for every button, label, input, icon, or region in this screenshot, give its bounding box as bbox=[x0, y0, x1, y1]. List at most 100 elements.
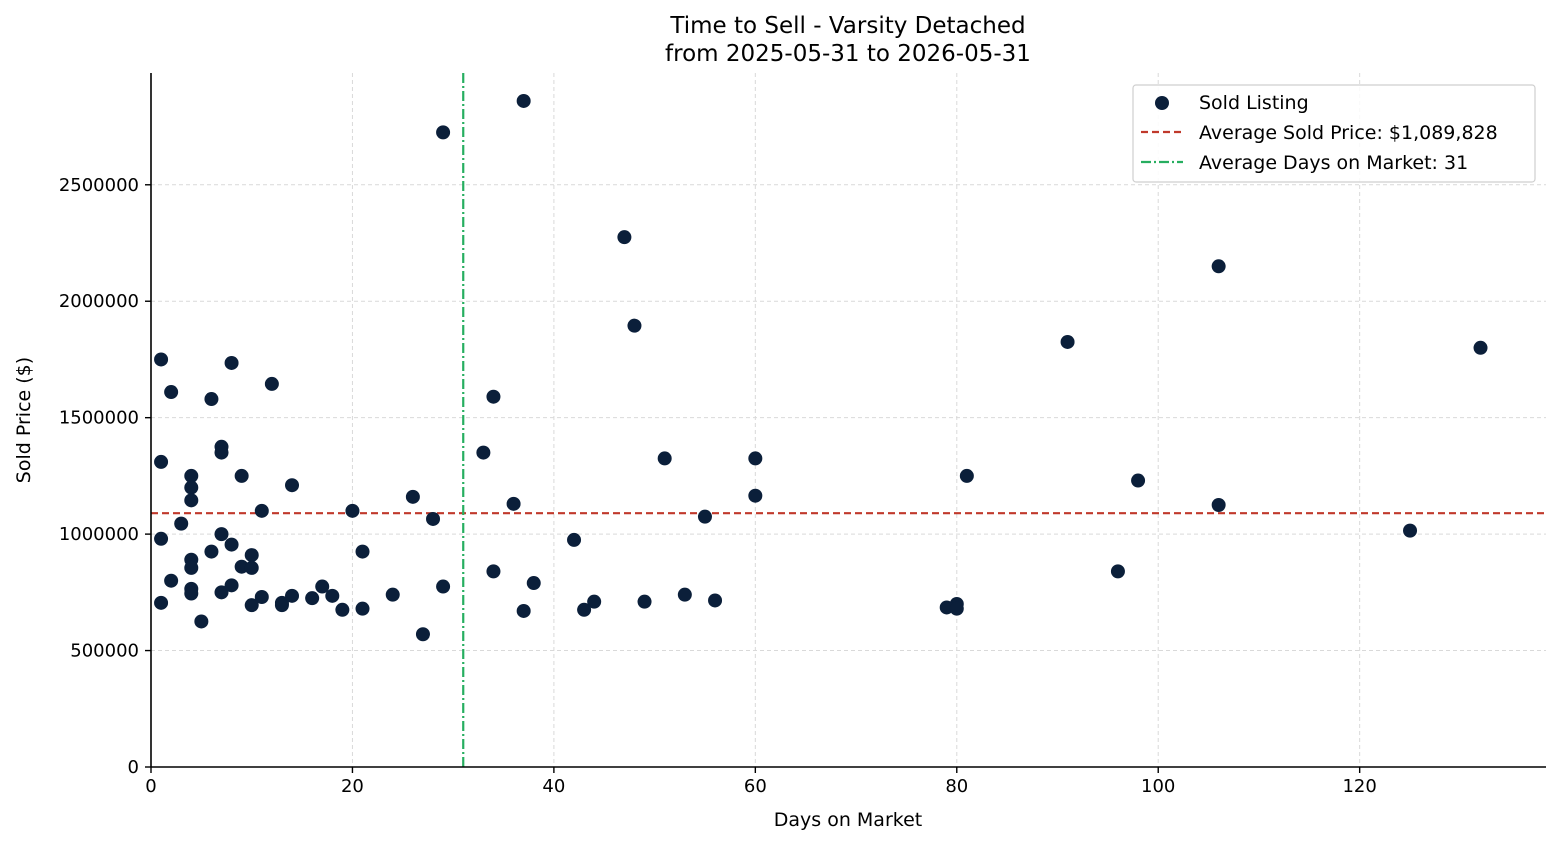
scatter-point bbox=[355, 601, 370, 616]
scatter-point bbox=[1473, 340, 1488, 355]
scatter-point bbox=[587, 594, 602, 609]
scatter-point bbox=[224, 578, 239, 593]
scatter-point bbox=[436, 125, 451, 140]
legend-marker-sold-listing bbox=[1155, 96, 1169, 110]
scatter-point bbox=[516, 603, 531, 618]
scatter-point bbox=[184, 468, 199, 483]
scatter-point bbox=[214, 527, 229, 542]
scatter-point bbox=[637, 594, 652, 609]
scatter-point bbox=[184, 493, 199, 508]
scatter-point bbox=[385, 587, 400, 602]
scatter-point bbox=[244, 598, 259, 613]
reference-lines bbox=[151, 73, 1546, 767]
scatter-point bbox=[506, 496, 521, 511]
y-tick-label: 500000 bbox=[70, 641, 139, 662]
scatter-point bbox=[516, 93, 531, 108]
scatter-point bbox=[577, 602, 592, 617]
scatter-point bbox=[244, 548, 259, 563]
scatter-point bbox=[154, 352, 169, 367]
scatter-point bbox=[617, 230, 632, 245]
scatter-point bbox=[224, 355, 239, 370]
scatter-point bbox=[415, 627, 430, 642]
scatter-point bbox=[204, 544, 219, 559]
scatter-point bbox=[657, 451, 672, 466]
scatter-point bbox=[154, 454, 169, 469]
scatter-point bbox=[194, 614, 209, 629]
legend: Sold Listing Average Sold Price: $1,089,… bbox=[1132, 84, 1536, 183]
x-tick-label: 100 bbox=[1141, 776, 1175, 797]
legend-label-sold-listing: Sold Listing bbox=[1199, 92, 1309, 114]
y-axis-label: Sold Price ($) bbox=[13, 357, 35, 483]
scatter-point bbox=[184, 560, 199, 575]
x-tick-label: 80 bbox=[945, 776, 968, 797]
scatter-point bbox=[426, 511, 441, 526]
scatter-point bbox=[355, 544, 370, 559]
scatter-point bbox=[264, 376, 279, 391]
scatter-point bbox=[174, 516, 189, 531]
scatter-point bbox=[214, 445, 229, 460]
legend-label-avg-days: Average Days on Market: 31 bbox=[1199, 152, 1468, 174]
scatter-point bbox=[244, 560, 259, 575]
legend-label-avg-price: Average Sold Price: $1,089,828 bbox=[1199, 122, 1498, 144]
scatter-point bbox=[214, 585, 229, 600]
x-tick-label: 20 bbox=[341, 776, 364, 797]
scatter-point bbox=[224, 537, 239, 552]
scatter-point bbox=[285, 588, 300, 603]
scatter-point bbox=[567, 532, 582, 547]
grid-layer bbox=[151, 73, 1546, 767]
y-tick-label: 0 bbox=[128, 757, 139, 778]
scatter-point bbox=[204, 392, 219, 407]
chart-title-line2: from 2025-05-31 to 2026-05-31 bbox=[665, 41, 1031, 67]
legend-box bbox=[1132, 84, 1536, 183]
scatter-point bbox=[335, 602, 350, 617]
scatter-point bbox=[748, 451, 763, 466]
scatter-point bbox=[345, 503, 360, 518]
scatter-point bbox=[526, 576, 541, 591]
scatter-point bbox=[748, 488, 763, 503]
scatter-point bbox=[234, 468, 249, 483]
data-points bbox=[154, 93, 1488, 642]
x-tick-label: 120 bbox=[1342, 776, 1376, 797]
y-tick-label: 1500000 bbox=[59, 408, 139, 429]
scatter-point bbox=[1131, 473, 1146, 488]
scatter-point bbox=[627, 318, 642, 333]
scatter-point bbox=[486, 564, 501, 579]
scatter-point bbox=[1403, 523, 1418, 538]
scatter-point bbox=[486, 389, 501, 404]
scatter-point bbox=[436, 579, 451, 594]
scatter-point bbox=[1211, 498, 1226, 513]
scatter-point bbox=[184, 586, 199, 601]
scatter-point bbox=[708, 593, 723, 608]
chart-title-line1: Time to Sell - Varsity Detached bbox=[669, 13, 1025, 39]
scatter-point bbox=[254, 589, 269, 604]
y-tick-label: 2000000 bbox=[59, 291, 139, 312]
scatter-point bbox=[1060, 334, 1075, 349]
scatter-point bbox=[959, 468, 974, 483]
scatter-point bbox=[405, 489, 420, 504]
scatter-point bbox=[164, 385, 179, 400]
scatter-point bbox=[315, 579, 330, 594]
ticks: 0 20 40 60 80 100 120 0 500000 1000000 1500000 2000… bbox=[59, 175, 1377, 797]
scatter-point bbox=[1211, 259, 1226, 274]
scatter-point bbox=[184, 480, 199, 495]
scatter-point bbox=[254, 503, 269, 518]
scatter-point bbox=[154, 595, 169, 610]
axes bbox=[150, 73, 1546, 768]
x-tick-label: 40 bbox=[542, 776, 565, 797]
scatter-point bbox=[305, 591, 320, 606]
scatter-point bbox=[1110, 564, 1125, 579]
scatter-point bbox=[476, 445, 491, 460]
scatter-point bbox=[274, 598, 289, 613]
y-tick-label: 2500000 bbox=[59, 175, 139, 196]
scatter-point bbox=[285, 478, 300, 493]
x-tick-label: 0 bbox=[145, 776, 156, 797]
scatter-point bbox=[154, 531, 169, 546]
x-axis-label: Days on Market bbox=[774, 809, 922, 831]
scatter-point bbox=[164, 573, 179, 588]
scatter-point bbox=[697, 509, 712, 524]
scatter-point bbox=[325, 588, 340, 603]
y-tick-label: 1000000 bbox=[59, 524, 139, 545]
x-tick-label: 60 bbox=[744, 776, 767, 797]
scatter-point bbox=[949, 601, 964, 616]
